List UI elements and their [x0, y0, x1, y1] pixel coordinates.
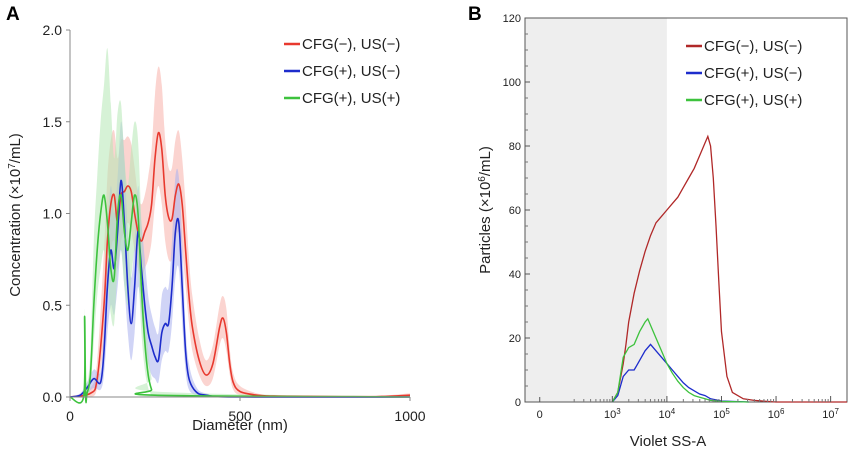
panel-b-x-tick-label: 104 — [659, 407, 676, 422]
panel-b-x-tick-exp: 6 — [780, 407, 785, 416]
panel-b-x-tick-base: 10 — [768, 409, 780, 421]
panel-b-y-tick-label: 0 — [515, 397, 521, 409]
panel-b-x-tick-base: 10 — [659, 409, 671, 421]
panel-b-x-tick-label: 107 — [822, 407, 839, 422]
panel-a-x-tick-label: 1000 — [394, 408, 425, 424]
panel-b-x-ticks: 0 103 104 105 106 107 — [537, 396, 840, 421]
panel-b-y-tick-label: 40 — [509, 269, 521, 281]
panel-b-x-tick-base: 10 — [604, 409, 616, 421]
panel-a-y-label-exp: 7 — [7, 163, 18, 169]
panel-a-legend-label: CFG(+), US(+) — [302, 90, 400, 107]
panel-b-shaded-region — [525, 18, 667, 402]
panel-b-legend: CFG(−), US(−) CFG(+), US(−) CFG(+), US(+) — [686, 38, 802, 109]
panel-b-y-label-suffix: /mL) — [477, 146, 494, 176]
panel-b-legend-label: CFG(+), US(+) — [704, 92, 802, 109]
panel-a-x-tick-label: 500 — [228, 408, 252, 424]
panel-b-y-tick-label: 60 — [509, 205, 521, 217]
panel-a-y-tick-label: 0.0 — [43, 389, 63, 405]
panel-b-y-tick-label: 100 — [503, 77, 521, 89]
panel-a-x-tick-label: 0 — [66, 408, 74, 424]
panel-b-x-tick-label: 105 — [713, 407, 730, 422]
panel-b-x-tick-exp: 4 — [671, 407, 676, 416]
panel-a-y-ticks: 0.0 0.5 1.0 1.5 2.0 — [43, 22, 70, 405]
panel-a-x-label: Diameter (nm) — [192, 417, 288, 434]
panel-a-y-tick-label: 0.5 — [43, 297, 63, 313]
panel-b-legend-label: CFG(+), US(−) — [704, 65, 802, 82]
panel-a-band-series-1 — [70, 121, 410, 398]
panel-a-y-label: Concentration (×107/mL) — [7, 133, 25, 297]
panel-a-y-label-prefix: Concentration (×10 — [7, 169, 24, 297]
panel-a-legend: CFG(−), US(−) CFG(+), US(−) CFG(+), US(+) — [284, 36, 400, 107]
panel-a-legend-label: CFG(+), US(−) — [302, 63, 400, 80]
panel-a-line-series-1 — [69, 179, 411, 398]
panel-a-lines — [69, 131, 411, 404]
panel-b-x-tick-label: 106 — [768, 407, 785, 422]
panel-b-y-label: Particles (×106/mL) — [477, 146, 495, 274]
panel-a-y-label-suffix: /mL) — [7, 133, 24, 163]
panel-b-y-label-exp: 6 — [477, 176, 488, 182]
panel-b-y-label-prefix: Particles (×10 — [477, 182, 494, 274]
panel-a-legend-label: CFG(−), US(−) — [302, 36, 400, 53]
panel-a-y-tick-label: 2.0 — [43, 22, 63, 38]
panel-b-x-tick-exp: 3 — [616, 407, 621, 416]
panel-b-y-tick-label: 80 — [509, 141, 521, 153]
panel-b-label: B — [468, 4, 482, 25]
panel-b-y-tick-label: 120 — [503, 13, 521, 25]
panel-b-y-tick-label: 20 — [509, 333, 521, 345]
panel-b-x-tick-exp: 7 — [835, 407, 840, 416]
panel-a: A 0.0 0.5 1.0 1.5 2.0 0 500 1000 Diameter (nm)… — [6, 4, 426, 434]
panel-b-line-series-0 — [611, 134, 847, 403]
panel-b-x-tick-base: 10 — [822, 409, 834, 421]
panel-a-band-series-0 — [70, 66, 410, 398]
panel-a-y-tick-label: 1.0 — [43, 206, 63, 222]
panel-b-line-series-2 — [611, 317, 749, 403]
panel-a-y-tick-label: 1.5 — [43, 114, 63, 130]
panel-b-x-tick-base: 10 — [713, 409, 725, 421]
panel-a-line-series-2 — [69, 193, 411, 404]
panel-b-lines — [611, 134, 847, 403]
panel-b-legend-label: CFG(−), US(−) — [704, 38, 802, 55]
panel-b-y-ticks: 0 20 40 60 80 100 120 — [503, 13, 530, 409]
panel-b-x-tick-label: 103 — [604, 407, 621, 422]
panel-b-x-label: Violet SS-A — [630, 433, 706, 450]
panel-b-x-zero-label: 0 — [537, 409, 543, 421]
panel-a-x-ticks: 0 500 1000 — [66, 397, 426, 424]
panel-b-x-tick-exp: 5 — [725, 407, 730, 416]
panel-a-label: A — [6, 4, 20, 25]
